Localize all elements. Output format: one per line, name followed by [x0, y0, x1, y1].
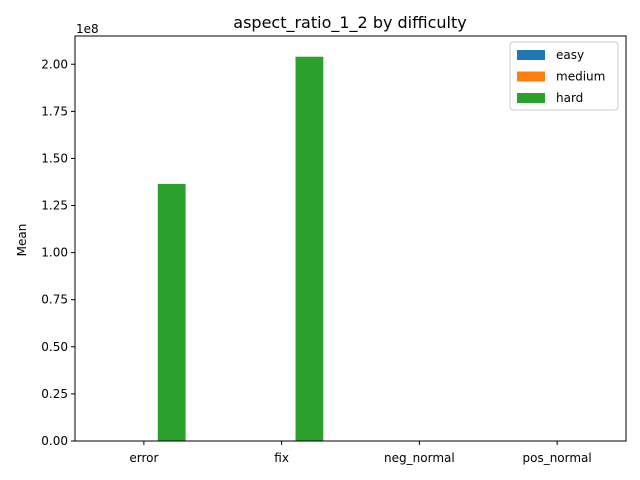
legend-swatch-easy — [517, 50, 545, 60]
plot-frame — [74, 35, 627, 442]
plot-area: 0.00 0.25 0.50 0.75 1.00 1.25 1.50 1.75 2.00 erro… — [41, 35, 627, 465]
bar-hard-fix — [295, 56, 324, 441]
y-tick-label: 0.50 — [41, 340, 68, 354]
legend-label-medium: medium — [556, 70, 605, 84]
y-tick-label: 2.00 — [41, 57, 68, 71]
legend-label-easy: easy — [556, 48, 584, 62]
legend: easy medium hard — [509, 41, 619, 111]
legend-swatch-medium — [517, 71, 545, 82]
y-axis-offset-label: 1e8 — [76, 22, 99, 36]
x-tick-label: neg_normal — [384, 451, 455, 465]
x-tick-label: fix — [274, 451, 289, 465]
legend-label-hard: hard — [556, 91, 583, 105]
y-axis-label: Mean — [15, 224, 29, 257]
y-tick-label: 1.75 — [41, 104, 68, 118]
y-tick-label: 1.25 — [41, 199, 68, 213]
legend-swatch-hard — [517, 93, 545, 103]
x-tick-label: error — [129, 451, 158, 465]
y-tick-label: 1.00 — [41, 246, 68, 260]
y-tick-label: 0.00 — [41, 434, 68, 448]
chart-title: aspect_ratio_1_2 by difficulty — [233, 13, 466, 33]
y-tick-label: 0.75 — [41, 293, 68, 307]
bar-hard-error — [157, 183, 186, 441]
y-tick-label: 0.25 — [41, 387, 68, 401]
x-tick-label: pos_normal — [522, 451, 591, 465]
y-tick-label: 1.50 — [41, 151, 68, 165]
